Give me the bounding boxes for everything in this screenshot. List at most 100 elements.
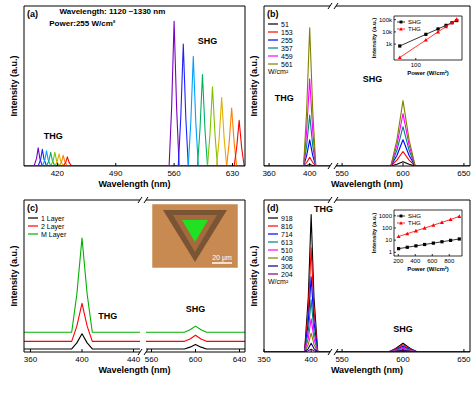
legend-swatch bbox=[268, 23, 278, 24]
inset-image: 20 μm bbox=[152, 204, 238, 268]
spectrum-line bbox=[264, 343, 330, 352]
axis-break bbox=[144, 349, 148, 355]
legend-label: 153 bbox=[281, 29, 293, 36]
y-axis-label: Intensity (a.u.) bbox=[249, 55, 259, 116]
legend-swatch bbox=[397, 216, 405, 217]
spectrum-line bbox=[336, 348, 470, 352]
y-tick bbox=[394, 215, 396, 216]
legend-swatch bbox=[268, 273, 278, 274]
axis-line bbox=[264, 200, 265, 352]
panel-label: (d) bbox=[267, 203, 279, 213]
flake-middle bbox=[173, 215, 217, 252]
axis-line bbox=[462, 210, 463, 256]
marker bbox=[450, 21, 454, 25]
spectrum-line bbox=[264, 157, 330, 166]
x-tick bbox=[415, 254, 416, 256]
marker bbox=[399, 27, 403, 30]
axis-line bbox=[24, 200, 140, 201]
inset-background bbox=[394, 210, 462, 256]
axis-line bbox=[394, 16, 395, 60]
marker bbox=[397, 234, 401, 238]
x-tick bbox=[342, 349, 343, 352]
y-tick bbox=[394, 44, 396, 45]
x-tick-label: 650 bbox=[457, 355, 471, 364]
x-axis-label: Power (W/cm²) bbox=[407, 70, 449, 76]
axis-line bbox=[394, 210, 462, 211]
axis-line bbox=[394, 16, 462, 17]
axis-break bbox=[334, 3, 338, 9]
plot-area bbox=[398, 17, 459, 59]
legend: SHGTHG bbox=[397, 19, 421, 32]
x-axis-label: Wavelength (nm) bbox=[331, 365, 403, 375]
y-tick-label: 1 bbox=[389, 249, 393, 255]
x-tick bbox=[195, 349, 196, 352]
figure: 420490560630Wavelength (nm)Intensity (a.… bbox=[0, 0, 474, 396]
y-tick-label: 1k bbox=[386, 41, 393, 47]
x-tick bbox=[151, 349, 152, 352]
spectrum-line bbox=[336, 343, 470, 352]
spectrum-line bbox=[264, 115, 330, 166]
legend-label: 1 Layer bbox=[41, 215, 65, 223]
legend-label: 204 bbox=[281, 271, 293, 278]
legend-swatch bbox=[268, 265, 278, 266]
x-tick-label: 400 bbox=[304, 355, 318, 364]
y-axis-label: Intensity (a.u.) bbox=[249, 245, 259, 306]
spectrum-line bbox=[24, 238, 140, 332]
x-tick-label: 600 bbox=[189, 355, 203, 364]
marker bbox=[449, 217, 453, 221]
x-tick bbox=[30, 349, 31, 352]
annotation: Power:255 W/cm² bbox=[49, 19, 116, 28]
legend-swatch bbox=[28, 225, 38, 226]
x-tick bbox=[57, 163, 58, 166]
scale-bar bbox=[212, 262, 232, 264]
x-tick-label: 420 bbox=[51, 169, 65, 178]
legend-swatch bbox=[268, 233, 278, 234]
legend-label: 510 bbox=[281, 247, 293, 254]
x-axis-label: Power (W/cm²) bbox=[407, 266, 449, 272]
y-axis-label: Intensity (a.u.) bbox=[371, 213, 377, 254]
annotation: THG bbox=[98, 311, 117, 321]
legend-label: 561 bbox=[281, 61, 293, 68]
axis-line bbox=[146, 200, 245, 201]
spectrum-line bbox=[24, 303, 140, 341]
y-tick-label: 10k bbox=[382, 29, 393, 35]
marker bbox=[444, 25, 448, 29]
x-tick-label: 200 bbox=[393, 258, 404, 264]
plot-area bbox=[336, 343, 470, 352]
axis-break bbox=[334, 163, 338, 169]
x-tick bbox=[269, 163, 270, 166]
annotation: THG bbox=[275, 93, 294, 103]
x-tick-label: 550 bbox=[335, 355, 349, 364]
x-tick bbox=[342, 163, 343, 166]
spectrum-line bbox=[24, 56, 245, 166]
legend-swatch bbox=[268, 241, 278, 242]
axis-line bbox=[394, 60, 462, 61]
legend-swatch bbox=[268, 63, 278, 64]
legend-title: W/cm² bbox=[268, 278, 289, 285]
axis-line bbox=[245, 200, 246, 352]
panel-label: (a) bbox=[27, 9, 38, 19]
marker bbox=[436, 30, 440, 34]
marker bbox=[449, 239, 452, 242]
plot-area bbox=[397, 214, 462, 250]
inset-chart: 2004006008001101001000Power (W/cm²)Inten… bbox=[371, 210, 462, 272]
legend-swatch bbox=[268, 249, 278, 250]
spectrum-line bbox=[24, 87, 245, 166]
x-tick bbox=[398, 254, 399, 256]
spectrum-line bbox=[336, 345, 470, 352]
plot-area bbox=[264, 28, 330, 166]
y-axis-label: Intensity (a.u.) bbox=[9, 55, 19, 116]
x-tick bbox=[403, 349, 404, 352]
marker bbox=[458, 237, 461, 240]
x-tick bbox=[432, 254, 433, 256]
marker bbox=[455, 17, 459, 21]
marker bbox=[432, 242, 435, 245]
spectrum-line bbox=[24, 108, 245, 166]
x-tick-label: 560 bbox=[145, 355, 159, 364]
legend-swatch bbox=[268, 225, 278, 226]
x-tick bbox=[82, 349, 83, 352]
x-tick bbox=[239, 349, 240, 352]
x-axis-label: Wavelength (nm) bbox=[331, 179, 403, 189]
x-tick bbox=[463, 349, 464, 352]
legend-swatch bbox=[268, 31, 278, 32]
